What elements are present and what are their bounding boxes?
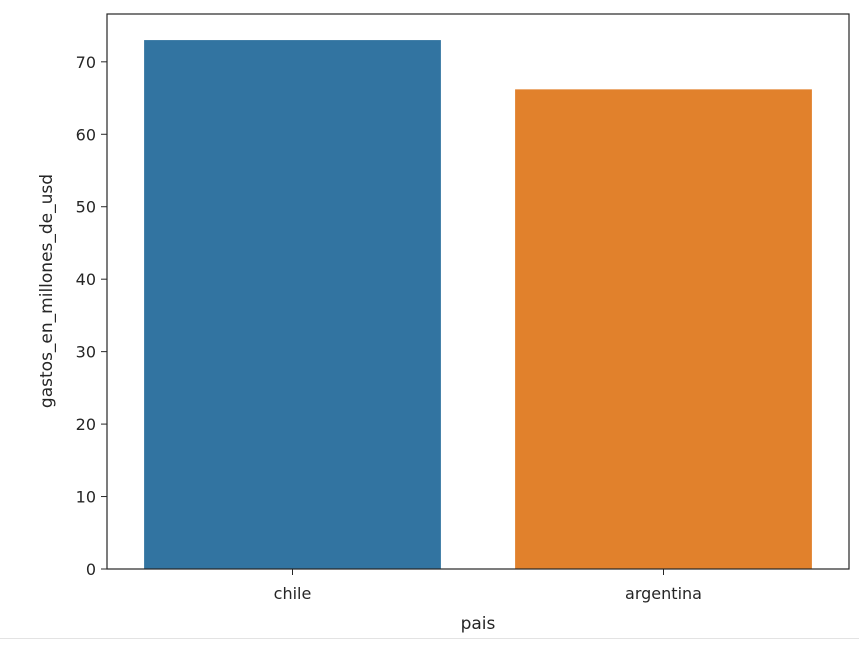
y-tick-label: 40 [76, 270, 96, 289]
x-axis-label: pais [461, 614, 496, 634]
y-ticks-group: 0 10 20 30 40 50 60 70 [76, 53, 107, 579]
y-tick-label: 70 [76, 53, 96, 72]
y-axis-label: gastos_en_millones_de_usd [37, 174, 57, 408]
bar-chile [144, 40, 441, 569]
y-tick-label: 30 [76, 343, 96, 362]
x-ticks-group: chile argentina [274, 569, 702, 603]
x-tick-label: argentina [625, 584, 702, 603]
y-tick-label: 60 [76, 125, 96, 144]
plot-frame [106, 13, 850, 570]
bottom-divider [0, 638, 859, 639]
y-tick-label: 10 [76, 488, 96, 507]
y-tick-label: 0 [86, 560, 96, 579]
bars-group [144, 40, 812, 569]
x-tick-label: chile [274, 584, 312, 603]
y-tick-label: 50 [76, 198, 96, 217]
bar-argentina [515, 89, 812, 569]
y-tick-label: 20 [76, 415, 96, 434]
